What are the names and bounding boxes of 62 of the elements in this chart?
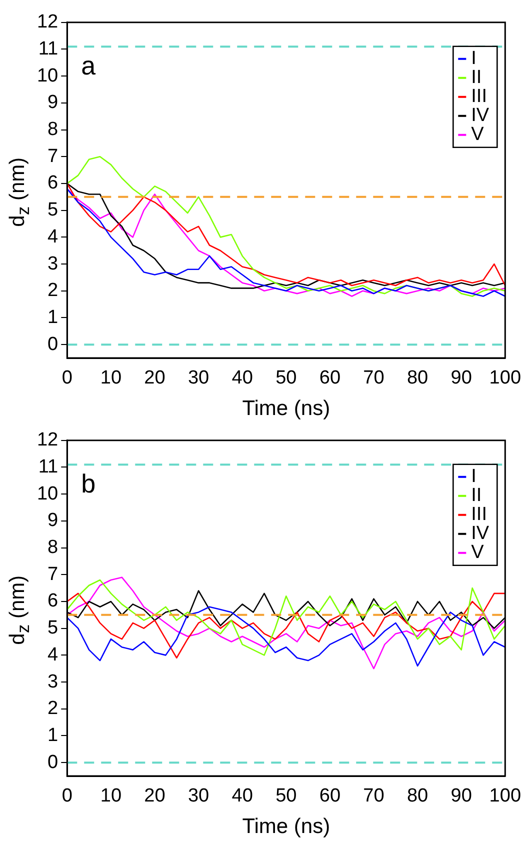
x-tick-label: 80 xyxy=(406,786,428,807)
x-tick-label: 90 xyxy=(450,786,472,807)
x-tick-label: 50 xyxy=(276,368,297,389)
y-tick-label: 9 xyxy=(48,510,58,532)
x-tick-label: 10 xyxy=(100,786,122,807)
x-tick-label: 100 xyxy=(489,786,521,807)
legend-label: III xyxy=(471,504,487,526)
y-tick-label: 5 xyxy=(48,618,58,639)
y-tick-label: 11 xyxy=(38,456,58,478)
y-tick-label: 7 xyxy=(48,146,58,167)
y-tick-label: 5 xyxy=(48,200,58,221)
y-tick-label: 7 xyxy=(48,564,58,585)
x-tick-label: 80 xyxy=(406,368,428,389)
y-tick-label: 2 xyxy=(48,698,58,720)
legend-label: IV xyxy=(471,523,490,544)
x-tick-label: 20 xyxy=(144,368,166,389)
x-tick-label: 70 xyxy=(363,368,384,389)
x-tick-label: 90 xyxy=(450,368,472,389)
y-tick-label: 6 xyxy=(48,590,58,612)
x-tick-label: 40 xyxy=(232,368,253,389)
y-tick-label: 0 xyxy=(48,752,58,773)
x-tick-label: 50 xyxy=(276,786,297,807)
x-tick-label: 100 xyxy=(489,368,521,389)
y-tick-label: 4 xyxy=(48,644,59,666)
legend-label: II xyxy=(471,67,482,88)
y-tick-label: 8 xyxy=(48,537,58,558)
y-tick-label: 1 xyxy=(48,306,58,328)
y-tick-label: 2 xyxy=(48,280,58,302)
y-tick-label: 12 xyxy=(36,12,58,33)
x-tick-label: 30 xyxy=(188,368,210,389)
legend-label: II xyxy=(471,485,482,506)
legend-label: V xyxy=(471,124,484,146)
x-axis-title: Time (ns) xyxy=(242,397,330,420)
annotation: b xyxy=(81,468,96,499)
x-tick-label: 0 xyxy=(62,368,72,389)
y-tick-label: 1 xyxy=(48,724,58,746)
y-tick-label: 3 xyxy=(48,253,58,274)
y-tick-label: 10 xyxy=(36,483,58,504)
x-tick-label: 60 xyxy=(319,786,341,807)
x-tick-label: 10 xyxy=(100,368,122,389)
x-tick-label: 20 xyxy=(144,786,166,807)
y-tick-label: 8 xyxy=(48,119,58,140)
y-tick-label: 11 xyxy=(38,38,58,60)
x-tick-label: 40 xyxy=(232,786,253,807)
legend-label: I xyxy=(471,466,476,488)
legend-label: V xyxy=(471,542,484,564)
x-tick-label: 70 xyxy=(363,786,384,807)
y-tick-label: 9 xyxy=(48,92,58,114)
x-tick-label: 30 xyxy=(188,786,210,807)
y-tick-label: 6 xyxy=(48,172,58,194)
y-tick-label: 4 xyxy=(48,226,59,248)
y-tick-label: 0 xyxy=(48,334,58,355)
legend-label: I xyxy=(471,48,476,70)
x-tick-label: 60 xyxy=(319,368,341,389)
annotation: a xyxy=(81,50,96,81)
x-tick-label: 0 xyxy=(62,786,72,807)
legend-label: IV xyxy=(471,105,490,126)
y-tick-label: 12 xyxy=(36,430,58,451)
legend-label: III xyxy=(471,86,487,108)
y-tick-label: 3 xyxy=(48,671,58,692)
y-tick-label: 10 xyxy=(36,65,58,86)
x-axis-title: Time (ns) xyxy=(242,815,330,838)
